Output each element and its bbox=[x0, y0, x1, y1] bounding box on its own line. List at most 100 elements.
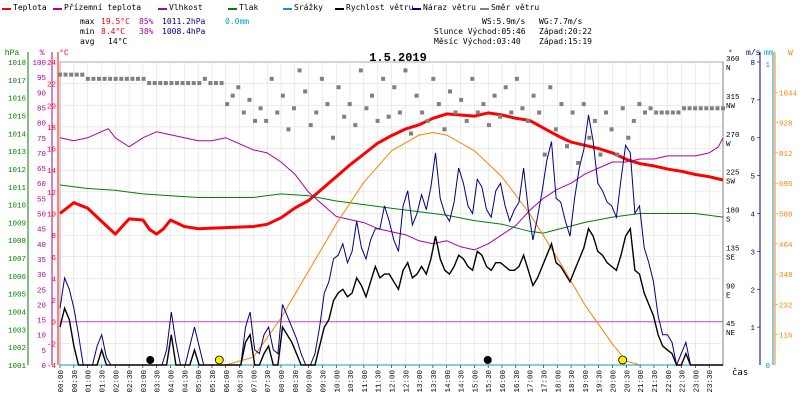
rain-axis-title: mm bbox=[764, 49, 774, 58]
wind-direction-point bbox=[219, 81, 224, 86]
wind-tick-label: 8 bbox=[750, 60, 755, 68]
wind-direction-point bbox=[548, 85, 553, 90]
pressure-tick-label: 1018 bbox=[8, 60, 26, 68]
x-axis-label: čas bbox=[732, 368, 749, 378]
legend-label: Náraz větru bbox=[423, 3, 476, 12]
temperature-tick-label: 4 bbox=[51, 276, 56, 284]
wind-direction-point bbox=[453, 110, 458, 115]
legend-label: Vlhkost bbox=[169, 3, 203, 12]
wind-direction-point bbox=[325, 102, 330, 107]
wind-direction-point bbox=[721, 106, 725, 111]
wind-direction-point bbox=[269, 76, 274, 81]
humidity-tick-label: 60 bbox=[37, 181, 47, 189]
pressure-tick-label: 1005 bbox=[8, 292, 27, 300]
x-tick-label: 21:30 bbox=[652, 370, 660, 393]
direction-tick-label: 90 bbox=[726, 283, 736, 291]
x-tick-label: 14:00 bbox=[445, 370, 453, 393]
wind-direction-point bbox=[687, 106, 692, 111]
direction-compass-label: SE bbox=[726, 254, 736, 262]
wind-direction-point bbox=[386, 114, 391, 119]
sun-marker-icon bbox=[214, 355, 224, 365]
wind-axis-title: m/s bbox=[746, 49, 761, 58]
x-tick-label: 23:30 bbox=[707, 370, 715, 393]
pressure-tick-label: 1003 bbox=[8, 327, 27, 335]
info-wg: WG:7.7m/s bbox=[539, 17, 583, 26]
stats-avg-temp: 14°C bbox=[108, 37, 128, 46]
temperature-tick-label: -2 bbox=[47, 341, 56, 349]
sun-marker-icon bbox=[618, 355, 628, 365]
wind-direction-point bbox=[581, 102, 586, 107]
pressure-tick-label: 1010 bbox=[8, 203, 27, 211]
wind-direction-point bbox=[113, 76, 118, 81]
wind-direction-point bbox=[397, 110, 402, 115]
humidity-tick-label: 90 bbox=[37, 90, 47, 98]
wind-direction-point bbox=[648, 106, 653, 111]
humidity-tick-label: 85 bbox=[37, 105, 47, 113]
direction-compass-label: S bbox=[726, 217, 731, 225]
direction-compass-label: W bbox=[726, 141, 731, 149]
wind-direction-point bbox=[147, 81, 152, 86]
wind-tick-label: 7 bbox=[750, 98, 755, 106]
wind-direction-point bbox=[620, 106, 625, 111]
wind-direction-point bbox=[442, 127, 447, 132]
x-tick-label: 12:00 bbox=[390, 370, 398, 393]
x-tick-label: 08:30 bbox=[293, 370, 301, 393]
wind-direction-point bbox=[241, 110, 246, 115]
legend-swatch bbox=[158, 8, 167, 10]
legend-swatch bbox=[2, 8, 11, 10]
wind-direction-point bbox=[225, 102, 230, 107]
chart-title: 1.5.2019 bbox=[369, 51, 427, 65]
wind-direction-point bbox=[208, 81, 213, 86]
x-tick-label: 09:30 bbox=[320, 370, 328, 393]
wind-direction-point bbox=[509, 110, 514, 115]
wind-direction-point bbox=[553, 127, 558, 132]
wind-direction-point bbox=[97, 76, 101, 81]
x-tick-label: 12:30 bbox=[403, 370, 411, 393]
x-tick-label: 22:00 bbox=[666, 370, 674, 393]
wind-direction-point bbox=[592, 118, 597, 123]
temperature-tick-label: 22 bbox=[47, 82, 56, 90]
x-tick-label: 16:30 bbox=[514, 370, 522, 393]
wind-direction-point bbox=[704, 106, 709, 111]
wind-direction-point bbox=[576, 161, 581, 165]
legend-swatch bbox=[480, 8, 489, 10]
humidity-tick-label: 0 bbox=[41, 363, 46, 371]
wind-direction-point bbox=[141, 76, 146, 81]
radiation-tick-label: 1044 bbox=[779, 90, 798, 98]
wind-direction-point bbox=[448, 89, 452, 94]
info-moon-set: Západ:15:19 bbox=[539, 37, 592, 46]
x-tick-label: 11:00 bbox=[362, 370, 370, 393]
x-tick-label: 05:00 bbox=[196, 370, 204, 393]
x-tick-label: 07:30 bbox=[265, 370, 273, 393]
x-tick-label: 10:30 bbox=[348, 370, 356, 393]
stats-max-temp: 19.5°C bbox=[101, 17, 130, 26]
x-tick-label: 08:00 bbox=[279, 370, 287, 393]
direction-compass-label: E bbox=[726, 292, 731, 300]
wind-direction-point bbox=[314, 110, 319, 115]
wind-direction-point bbox=[280, 93, 285, 98]
wind-direction-point bbox=[403, 68, 408, 73]
stats-min-label: min bbox=[80, 27, 95, 36]
x-tick-label: 13:00 bbox=[417, 370, 425, 393]
wind-direction-point bbox=[364, 106, 369, 111]
wind-direction-point bbox=[514, 76, 519, 81]
wind-direction-point bbox=[292, 106, 296, 111]
wind-direction-point bbox=[63, 72, 68, 77]
x-tick-label: 19:00 bbox=[583, 370, 591, 393]
wind-direction-point bbox=[275, 110, 280, 115]
series-radiace bbox=[60, 132, 723, 366]
direction-tick-label: 180 bbox=[726, 208, 740, 216]
wind-direction-point bbox=[682, 106, 686, 111]
wind-direction-point bbox=[152, 81, 157, 86]
wind-direction-point bbox=[370, 93, 374, 98]
wind-direction-point bbox=[392, 85, 397, 90]
radiation-tick-label: 348 bbox=[779, 272, 793, 280]
direction-compass-label: NE bbox=[726, 330, 736, 338]
marker-layer bbox=[146, 355, 628, 365]
stats-min-temp: 8.4°C bbox=[101, 27, 126, 36]
wind-direction-point bbox=[631, 118, 636, 123]
series-tlak bbox=[59, 184, 724, 234]
wind-direction-point bbox=[197, 81, 202, 86]
x-tick-label: 01:00 bbox=[86, 370, 94, 393]
